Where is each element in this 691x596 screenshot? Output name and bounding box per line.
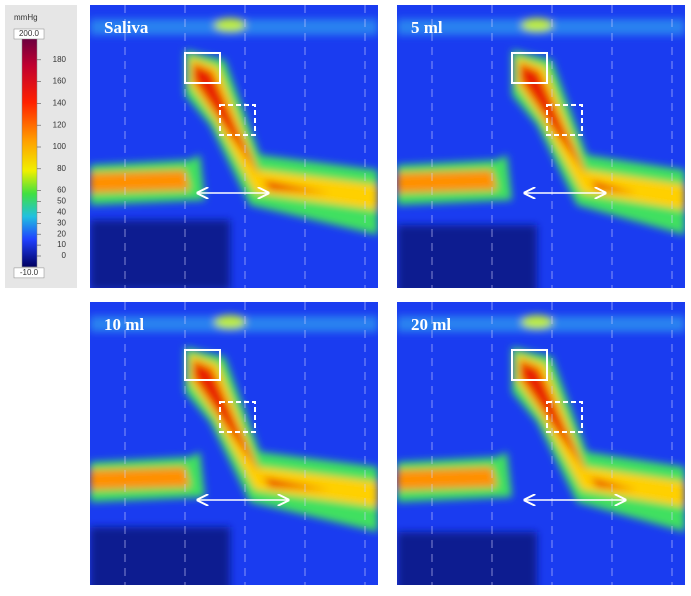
lower-dark: [90, 220, 230, 288]
tick-label: 20: [57, 229, 66, 238]
manometry-plot: Saliva: [90, 5, 378, 288]
tick-label: 60: [57, 186, 66, 195]
tick-label: 50: [57, 197, 66, 206]
contraction-core: [520, 63, 637, 193]
pressure-field: [90, 18, 378, 235]
tick-label: 80: [57, 164, 66, 173]
plot-area: [397, 5, 685, 288]
contraction-core: [193, 63, 330, 193]
min-label: -10.0: [20, 268, 39, 277]
panel-label: 10 ml: [104, 315, 144, 334]
dashed-box: [219, 104, 256, 136]
contraction-core: [193, 360, 330, 490]
panel-label: Saliva: [104, 18, 149, 37]
top-blob: [521, 315, 553, 329]
tick-label: 0: [62, 251, 67, 260]
ues-core: [397, 467, 497, 490]
plot-area: [90, 5, 378, 288]
tick-label: 120: [53, 120, 67, 129]
tick-label: 40: [57, 208, 66, 217]
colorbar-unit: mmHg: [14, 13, 38, 22]
pressure-field: [397, 18, 685, 235]
colorbar-panel: [5, 5, 77, 288]
tick-label: 140: [53, 99, 67, 108]
top-blob: [521, 18, 553, 32]
lower-dark: [397, 532, 537, 585]
max-label: 200.0: [19, 29, 40, 38]
ues-core: [397, 170, 497, 193]
ues-core: [90, 170, 190, 193]
plot-area: [90, 302, 378, 585]
solid-box: [511, 52, 548, 84]
plot-area: [397, 302, 685, 585]
tick-label: 10: [57, 240, 66, 249]
tick-label: 180: [53, 55, 67, 64]
panel-label: 20 ml: [411, 315, 451, 334]
tick-label: 100: [53, 142, 67, 151]
dashed-box: [546, 104, 583, 136]
contraction-core: [520, 360, 637, 490]
lower-dark: [397, 225, 537, 288]
dashed-box: [219, 401, 256, 433]
max-box: [13, 28, 45, 40]
solid-box: [184, 349, 221, 381]
pressure-field: [397, 315, 685, 532]
solid-box: [184, 52, 221, 84]
tick-label: 160: [53, 77, 67, 86]
tick-label: 30: [57, 218, 66, 227]
colorbar: [21, 37, 38, 268]
manometry-plot: 10 ml: [90, 302, 378, 585]
min-box: [13, 267, 45, 279]
top-blob: [214, 18, 246, 32]
manometry-plot: 5 ml: [397, 5, 685, 288]
ues-core: [90, 467, 190, 490]
solid-box: [511, 349, 548, 381]
pressure-field: [90, 315, 378, 532]
top-blob: [214, 315, 246, 329]
panel-label: 5 ml: [411, 18, 443, 37]
dashed-box: [546, 401, 583, 433]
manometry-plot: 20 ml: [397, 302, 685, 585]
lower-dark: [90, 527, 230, 585]
